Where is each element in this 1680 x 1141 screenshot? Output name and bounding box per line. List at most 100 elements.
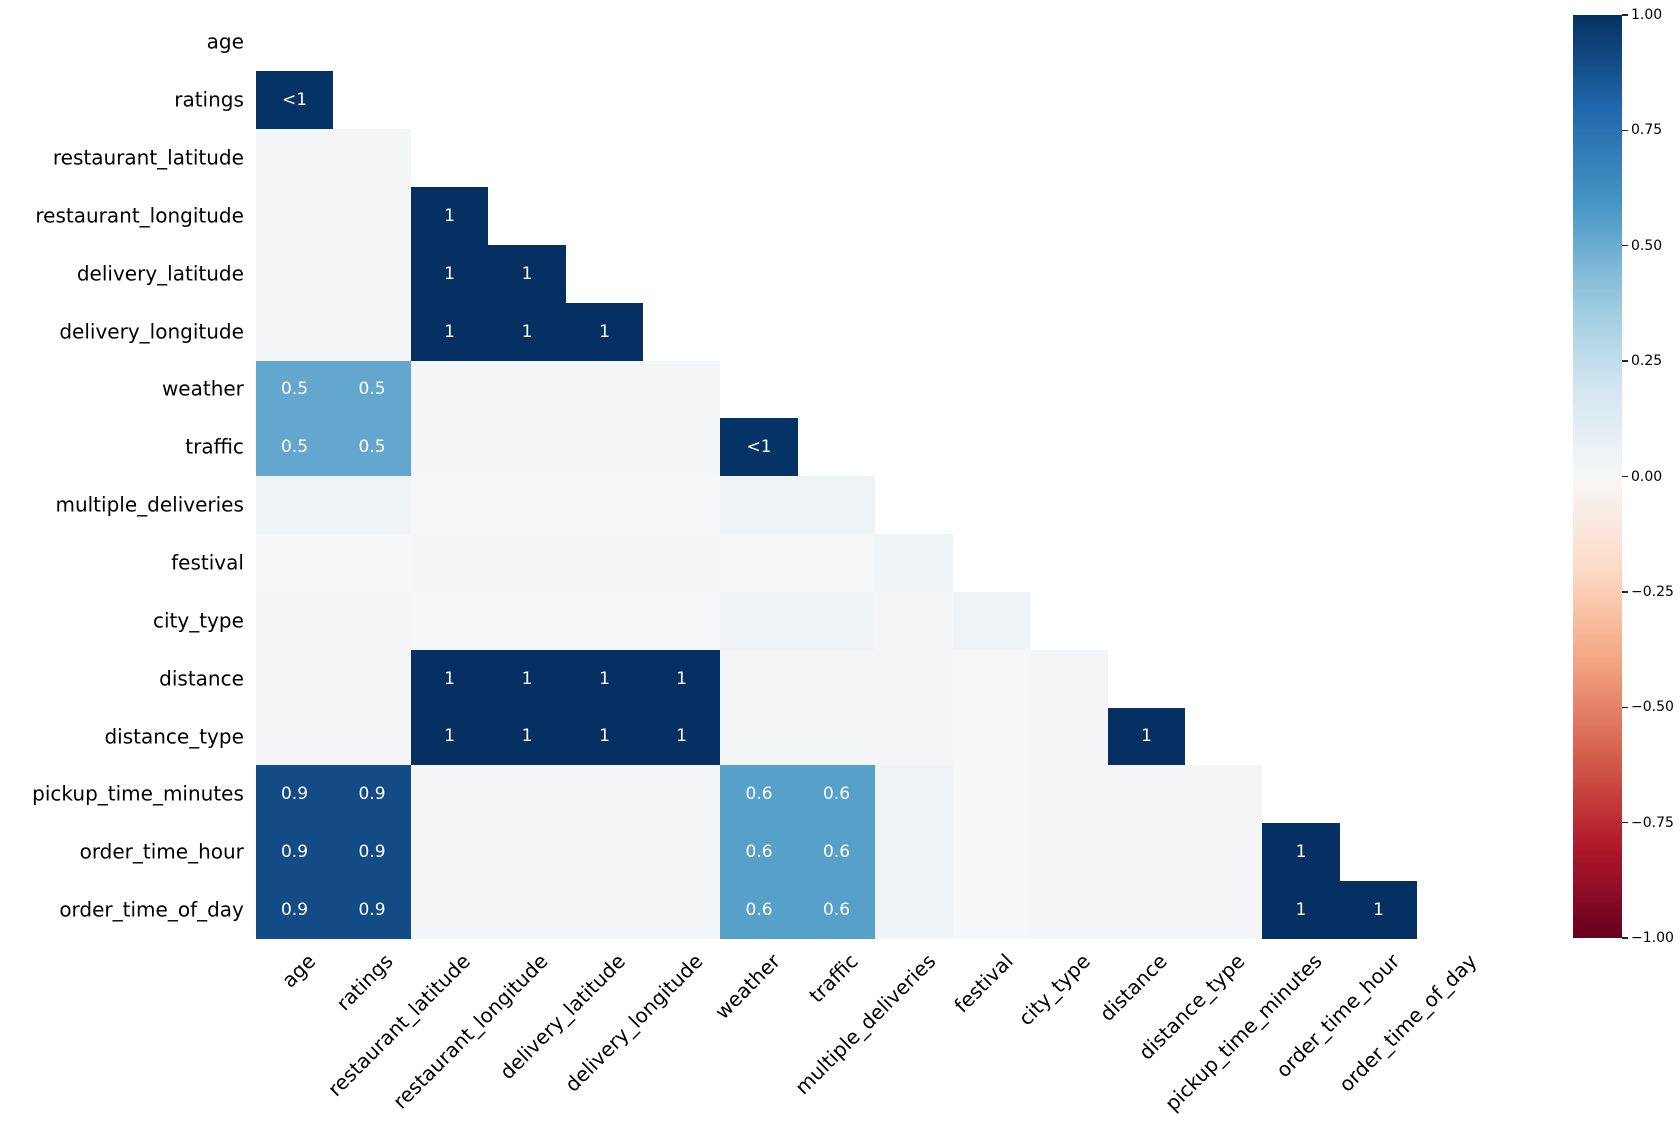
heatmap-cell: 1 xyxy=(411,245,488,303)
heatmap-cell: 1 xyxy=(566,650,643,708)
heatmap-cell xyxy=(411,361,488,418)
heatmap-cell xyxy=(488,823,566,881)
heatmap-cell: 1 xyxy=(643,650,720,708)
cell-annotation: 1 xyxy=(1295,899,1307,920)
heatmap-cell xyxy=(1185,765,1262,823)
heatmap-cell: 0.6 xyxy=(798,823,875,881)
heatmap-cell xyxy=(566,534,643,592)
heatmap-cell xyxy=(643,881,720,939)
y-tick-label: delivery_latitude xyxy=(76,261,244,286)
heatmap-cell xyxy=(411,765,488,823)
cell-annotation: 1 xyxy=(444,263,455,284)
heatmap-cell xyxy=(798,650,875,708)
heatmap-cell xyxy=(643,592,720,650)
heatmap-cell xyxy=(333,534,411,592)
colorbar-tick-label: −1.00 xyxy=(1631,930,1674,946)
cell-annotation: 0.5 xyxy=(358,379,386,399)
colorbar-tick-mark xyxy=(1622,245,1628,247)
heatmap-cell: 1 xyxy=(488,708,566,765)
x-tick-label: restaurant_longitude xyxy=(388,949,553,1114)
heatmap-cell: 1 xyxy=(411,650,488,708)
heatmap-cell: 0.9 xyxy=(256,765,333,823)
heatmap-cell xyxy=(333,650,411,708)
y-tick-label: festival xyxy=(171,550,244,575)
heatmap-cell xyxy=(256,534,333,592)
heatmap-cell xyxy=(953,650,1030,708)
colorbar-tick-label: 1.00 xyxy=(1631,7,1663,23)
cell-annotation: 0.6 xyxy=(745,841,773,862)
y-tick-label: distance_type xyxy=(104,724,244,749)
heatmap-cell: 0.9 xyxy=(256,823,333,881)
heatmap-cell xyxy=(411,418,488,476)
heatmap-cell: 0.5 xyxy=(256,361,333,418)
heatmap-cell: <1 xyxy=(256,71,333,129)
colorbar-tick-mark xyxy=(1622,360,1628,362)
heatmap-cell xyxy=(411,881,488,939)
heatmap-cell xyxy=(411,592,488,650)
colorbar xyxy=(1573,15,1622,938)
heatmap-cell xyxy=(953,823,1030,881)
x-tick-label: weather xyxy=(710,949,786,1024)
cell-annotation: 0.9 xyxy=(280,841,309,862)
x-tick-label: festival xyxy=(948,949,1018,1018)
heatmap-cell xyxy=(1030,650,1108,708)
heatmap-cell xyxy=(875,534,953,592)
heatmap-cell: 1 xyxy=(1262,823,1340,881)
colorbar-tick-mark xyxy=(1622,129,1628,132)
cell-annotation: <1 xyxy=(746,436,772,457)
heatmap-cell xyxy=(1030,708,1108,765)
cell-annotation: 0.9 xyxy=(358,841,386,862)
heatmap-cell: 1 xyxy=(488,303,566,361)
colorbar-gradient xyxy=(1573,15,1622,938)
heatmap-cell: 0.6 xyxy=(798,765,875,823)
heatmap-cell xyxy=(566,881,643,939)
y-tick-label: age xyxy=(206,29,244,54)
heatmap-cell xyxy=(643,823,720,881)
heatmap-cell xyxy=(720,650,798,708)
heatmap-cell xyxy=(566,476,643,534)
heatmap-cell xyxy=(488,361,566,418)
heatmap-cell: 0.6 xyxy=(720,823,798,881)
heatmap-cell xyxy=(875,765,953,823)
colorbar-tick-mark xyxy=(1622,821,1628,824)
heatmap-cell xyxy=(566,765,643,823)
heatmap-cell xyxy=(643,765,720,823)
y-tick-label: weather xyxy=(161,376,244,401)
heatmap-cell xyxy=(488,476,566,534)
heatmap-cell: 0.5 xyxy=(333,418,411,476)
heatmap-cell xyxy=(953,592,1030,650)
x-tick-label: ratings xyxy=(331,949,399,1016)
cell-annotation: 1 xyxy=(444,668,455,689)
heatmap-cell xyxy=(488,418,566,476)
heatmap-cell xyxy=(488,765,566,823)
y-tick-label: pickup_time_minutes xyxy=(32,781,244,806)
cell-annotation: 0.5 xyxy=(280,436,309,457)
cell-annotation: 0.6 xyxy=(745,899,773,920)
heatmap-cell: 0.9 xyxy=(333,823,411,881)
cell-annotation: 0.9 xyxy=(280,783,309,804)
heatmap-cell xyxy=(643,534,720,592)
heatmap-cell xyxy=(720,708,798,765)
x-tick-label: traffic xyxy=(804,949,863,1008)
heatmap-cell xyxy=(256,187,333,245)
cell-annotation: 1 xyxy=(444,321,455,342)
heatmap-cell xyxy=(798,708,875,765)
y-tick-label: order_time_of_day xyxy=(59,897,244,922)
heatmap-cell xyxy=(953,881,1030,939)
heatmap-cell xyxy=(333,303,411,361)
heatmap-cell: 0.6 xyxy=(798,881,875,939)
heatmap-cell xyxy=(643,476,720,534)
y-tick-label: traffic xyxy=(185,434,244,459)
heatmap-cell: 1 xyxy=(488,650,566,708)
colorbar-tick-label: 0.25 xyxy=(1631,353,1663,370)
heatmap-cell xyxy=(411,823,488,881)
heatmap-cell xyxy=(720,534,798,592)
x-tick-label: distance xyxy=(1095,949,1173,1026)
colorbar-tick-label: −0.50 xyxy=(1631,699,1674,716)
cell-annotation: 0.5 xyxy=(358,436,386,457)
heatmap-cell xyxy=(798,592,875,650)
cell-annotation: 0.5 xyxy=(280,379,309,399)
heatmap-cell xyxy=(875,650,953,708)
heatmap-cell xyxy=(256,708,333,765)
